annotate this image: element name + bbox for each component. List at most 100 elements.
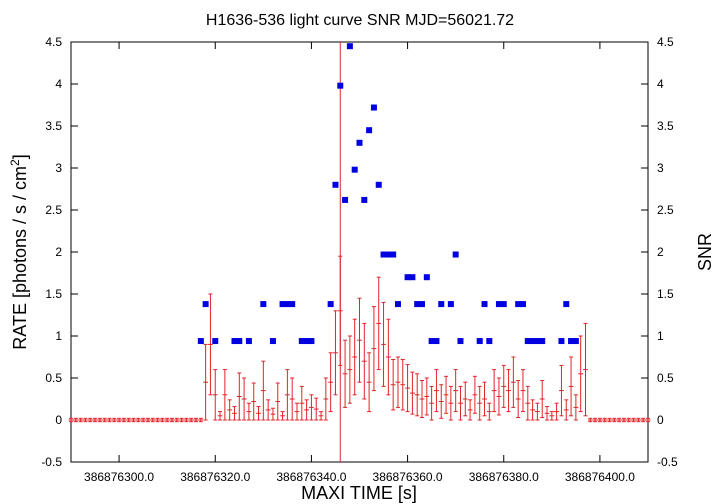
rate-point [438,384,444,419]
rate-point [563,399,569,421]
y2-tick-label: 1 [657,329,664,343]
rate-point [159,417,165,423]
x-tick-label: 386876360.0 [373,470,443,484]
rate-point [477,385,483,421]
rate-point [607,417,612,423]
snr-point [231,338,238,345]
y2-tick-label: 2.5 [657,203,674,217]
rate-point [111,417,117,423]
y-tick-label: 4 [55,77,62,91]
rate-point [68,417,74,423]
rate-point [578,335,584,413]
y-tick-label: 0 [55,413,62,427]
rate-point [318,411,324,421]
snr-point [212,338,219,345]
snr-point [568,338,575,345]
rate-point [179,417,184,423]
rate-point [102,417,108,423]
snr-point [337,82,344,89]
y2-tick-label: 0 [657,413,664,427]
y2-axis-ticks: -0.5 0 0.5 1 1.5 2 2.5 3 3.5 4 4.5 [641,35,678,469]
snr-point [519,301,526,308]
snr-point [284,301,291,308]
rate-point [626,417,632,423]
rate-point [419,380,425,418]
rate-point [467,399,473,421]
rate-point [400,359,406,411]
rate-point [462,381,468,417]
rate-point [222,369,228,421]
snr-point [500,301,507,308]
rate-point [78,417,84,423]
snr-point [346,43,353,50]
snr-point [476,338,483,345]
rate-point [313,397,319,421]
rate-point [520,369,526,413]
snr-point [534,338,541,345]
snr-point [308,338,315,345]
snr-point [433,338,440,345]
x-axis-label: MAXI TIME [s] [301,483,417,503]
rate-point [448,385,454,421]
snr-point [269,338,276,345]
rate-point [385,318,391,396]
y-axis-label-main: RATE [photons / s / cm [10,166,30,350]
x-tick-label: 386876340.0 [276,470,346,484]
rate-point [304,399,310,421]
rate-point [251,382,257,421]
rate-point [107,417,112,423]
snr-point [572,338,579,345]
rate-point [568,356,574,417]
snr-point [356,139,363,146]
snr-point [394,301,401,308]
rate-point [256,406,261,421]
snr-point [539,338,546,345]
rate-point [87,417,93,423]
snr-point [245,338,252,345]
rate-point [559,364,564,417]
rate-point [434,369,439,413]
snr-point [428,338,435,345]
y-tick-label: 1.5 [45,287,62,301]
y-axis-label: RATE [photons / s / cm2] [8,154,30,349]
y-axis-ticks: -0.5 0 0.5 1 1.5 2 2.5 3 3.5 4 4.5 [41,35,78,469]
rate-point [241,377,247,421]
rate-point [275,382,281,421]
y2-tick-label: 1.5 [657,287,674,301]
rate-point [602,417,608,423]
rate-point [337,255,343,366]
y-tick-label: 2.5 [45,203,62,217]
rate-point [92,417,98,423]
rate-point [554,402,560,421]
rate-point [198,417,204,423]
snr-point [481,301,488,308]
rate-point [472,375,478,414]
rate-point [515,380,521,418]
y2-axis-label: SNR [695,233,715,271]
rate-point [227,399,233,421]
rate-point [506,369,511,413]
rate-point [135,417,141,423]
y-tick-label: 1 [55,329,62,343]
snr-point [332,181,339,188]
rate-point [429,385,435,421]
rate-point [294,402,300,421]
y-tick-label: 0.5 [45,371,62,385]
rate-point [549,411,555,421]
rate-point [174,417,180,423]
y-tick-label: 4.5 [45,35,62,49]
rate-point [501,364,507,408]
snr-point [447,301,454,308]
rate-point [645,417,651,423]
rate-point [414,373,420,417]
rate-point [530,399,536,421]
rate-point [236,372,242,421]
rate-point [443,375,449,414]
y-tick-label: -0.5 [41,455,62,469]
snr-point [390,251,397,258]
rate-point [126,417,132,423]
rate-point [409,371,415,415]
rate-point [150,417,156,423]
snr-point [380,251,387,258]
rate-point [510,356,516,408]
